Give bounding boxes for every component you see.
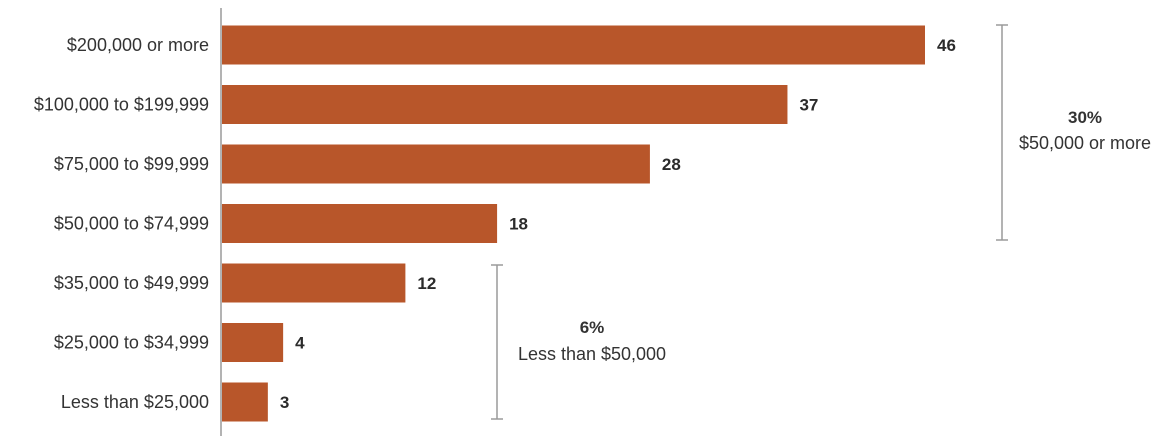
- lower-bracket-description: Less than $50,000: [518, 344, 666, 364]
- value-label: 18: [509, 215, 528, 234]
- bar: [222, 85, 788, 124]
- value-label: 3: [280, 393, 289, 412]
- category-label: $35,000 to $49,999: [54, 273, 209, 293]
- bars-layer: [222, 25, 925, 422]
- category-label: $75,000 to $99,999: [54, 154, 209, 174]
- bar: [222, 263, 406, 303]
- upper-bracket-description: $50,000 or more: [1019, 133, 1151, 153]
- category-label: $50,000 to $74,999: [54, 214, 209, 234]
- bar: [222, 25, 925, 65]
- upper-bracket: 30% $50,000 or more: [996, 24, 1151, 241]
- upper-bracket-percent: 30%: [1068, 108, 1102, 127]
- bar: [222, 323, 284, 362]
- value-label: 4: [295, 334, 305, 353]
- bar: [222, 382, 268, 422]
- category-label: $100,000 to $199,999: [34, 95, 209, 115]
- bar: [222, 144, 650, 184]
- lower-bracket-percent: 6%: [580, 318, 605, 337]
- category-labels: $200,000 or more $100,000 to $199,999 $75,…: [34, 35, 209, 412]
- value-label: 46: [937, 36, 956, 55]
- category-label: Less than $25,000: [61, 392, 209, 412]
- value-label: 28: [662, 155, 681, 174]
- lower-bracket: 6% Less than $50,000: [491, 264, 666, 420]
- value-labels: 46 37 28 18 12 4 3: [280, 36, 956, 412]
- value-label: 12: [417, 274, 436, 293]
- category-label: $25,000 to $34,999: [54, 333, 209, 353]
- category-label: $200,000 or more: [67, 35, 209, 55]
- bar: [222, 204, 498, 243]
- value-label: 37: [799, 96, 818, 115]
